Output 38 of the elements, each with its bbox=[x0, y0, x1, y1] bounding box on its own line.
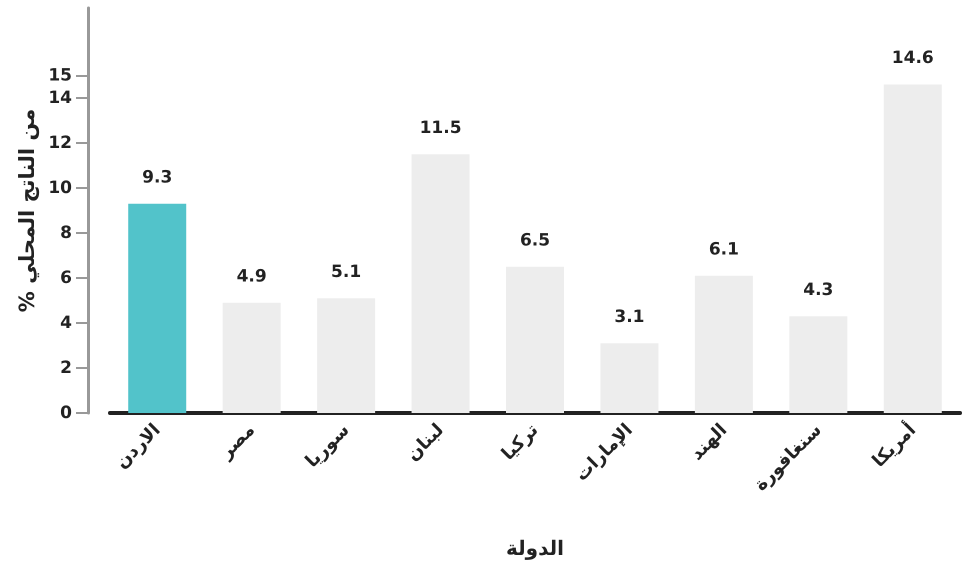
bar bbox=[317, 298, 376, 413]
x-tick-label: مصر bbox=[215, 420, 260, 464]
data-label: 9.3 bbox=[142, 167, 172, 188]
y-tick-label: 10 bbox=[48, 178, 72, 198]
y-tick-label: 12 bbox=[48, 133, 72, 153]
data-label: 3.1 bbox=[614, 306, 645, 327]
x-tick-label: الإمارات bbox=[571, 420, 637, 486]
y-tick-label: 0 bbox=[60, 403, 72, 423]
data-label: 11.5 bbox=[420, 118, 462, 138]
y-tick-label: 15 bbox=[48, 66, 72, 86]
data-label: 4.9 bbox=[236, 266, 267, 286]
bar bbox=[884, 84, 942, 413]
data-label: 5.1 bbox=[331, 262, 362, 282]
x-axis-title: الدولة bbox=[506, 536, 564, 560]
bar bbox=[222, 302, 281, 413]
y-tick-label: 6 bbox=[60, 268, 72, 288]
bar bbox=[694, 276, 753, 413]
x-tick-label: لبنان bbox=[402, 420, 448, 466]
x-tick-label: أمريكا bbox=[866, 418, 920, 472]
data-label: 6.1 bbox=[708, 239, 739, 260]
x-tick-label: سنغافورة bbox=[750, 420, 826, 496]
data-label: 4.3 bbox=[803, 280, 834, 300]
y-tick-label: 4 bbox=[60, 313, 72, 333]
y-tick-label: 2 bbox=[60, 358, 72, 378]
y-tick-label: 8 bbox=[60, 223, 72, 243]
bar bbox=[412, 154, 470, 413]
data-label: 14.6 bbox=[892, 48, 934, 68]
x-tick-label: الاردن bbox=[111, 420, 165, 473]
bar bbox=[506, 266, 564, 413]
bar bbox=[600, 343, 658, 413]
bar bbox=[128, 204, 186, 413]
y-tick-label: 14 bbox=[48, 88, 72, 108]
y-axis-title: % من الناتج المحلي bbox=[14, 108, 40, 312]
data-label: 6.5 bbox=[520, 230, 550, 250]
x-tick-label: تركيا bbox=[498, 420, 542, 464]
x-tick-label: الهند bbox=[686, 420, 732, 464]
bar bbox=[789, 316, 848, 413]
x-tick-label: سوريا bbox=[301, 420, 354, 472]
